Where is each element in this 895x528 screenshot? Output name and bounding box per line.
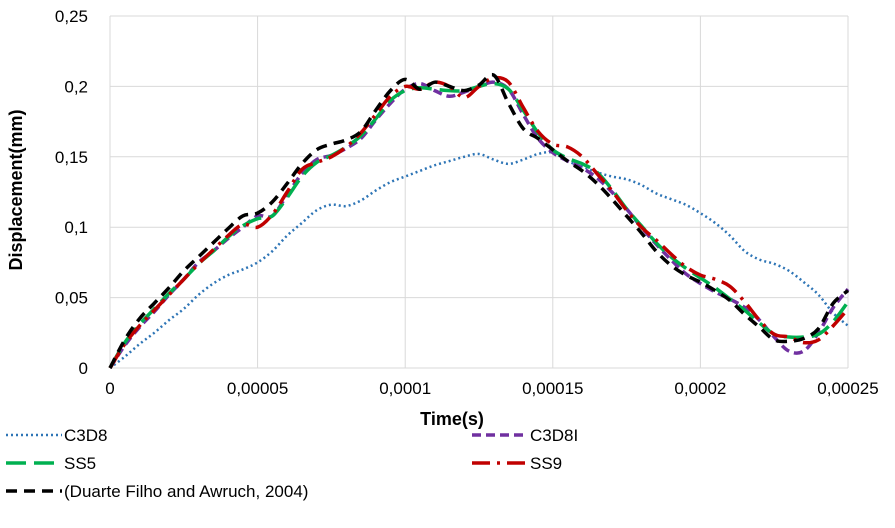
x-tick-label: 0,00025	[817, 379, 878, 398]
x-axis-title: Time(s)	[420, 409, 484, 429]
y-tick-label: 0,05	[55, 289, 88, 308]
y-tick-label: 0	[79, 359, 88, 378]
x-tick-label: 0,00015	[522, 379, 583, 398]
series-lines	[108, 72, 850, 369]
y-tick-label: 0,25	[55, 7, 88, 26]
series-line-1	[108, 80, 850, 369]
grid-lines	[109, 15, 849, 369]
y-tick-label: 0,2	[64, 77, 88, 96]
legend-label: C3D8	[64, 426, 107, 445]
x-tick-label: 0,00005	[227, 379, 288, 398]
tick-labels: 0 0,00005 0,0001 0,00015 0,0002 0,00025 0 0,05 0…	[55, 7, 879, 398]
legend-label: SS5	[64, 454, 96, 473]
y-tick-label: 0,1	[64, 218, 88, 237]
x-tick-label: 0,0001	[379, 379, 431, 398]
series-line-4	[108, 72, 850, 369]
series-line-2	[108, 81, 850, 369]
series-line-3	[108, 75, 850, 369]
legend-label: (Duarte Filho and Awruch, 2004)	[64, 482, 308, 501]
series-line-0	[109, 150, 849, 369]
legend-label: SS9	[530, 454, 562, 473]
y-tick-label: 0,15	[55, 148, 88, 167]
legend: C3D8 C3D8I SS5 SS9 (Duarte Filho and Awruch,…	[6, 426, 578, 501]
legend-label: C3D8I	[530, 426, 578, 445]
x-tick-label: 0	[105, 379, 114, 398]
y-axis-title: Displacement(mm)	[6, 109, 26, 270]
x-tick-label: 0,0002	[674, 379, 726, 398]
